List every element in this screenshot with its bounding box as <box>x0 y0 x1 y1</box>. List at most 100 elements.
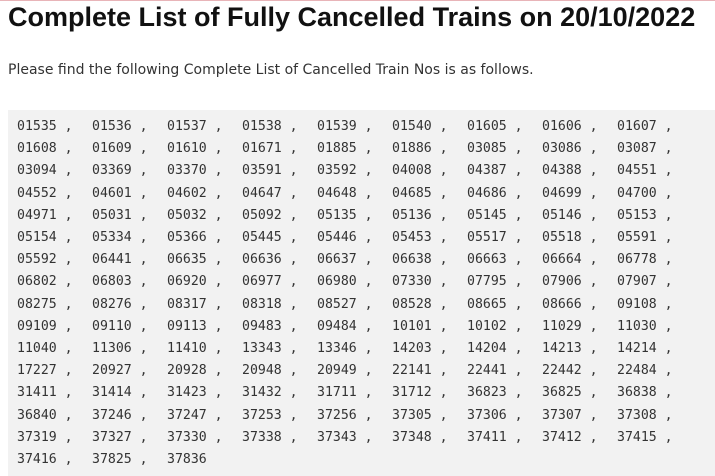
separator: , <box>289 296 298 312</box>
train-number: 01537 <box>167 119 207 134</box>
train-number: 13346 <box>317 341 357 357</box>
separator: , <box>139 230 148 246</box>
train-item: 01885 , <box>317 138 392 160</box>
separator: , <box>589 341 598 357</box>
train-number: 37836 <box>167 452 207 468</box>
train-item: 04686 , <box>467 183 542 205</box>
train-item: 37256 , <box>317 405 392 427</box>
separator: , <box>439 407 448 423</box>
train-item: 37330 , <box>167 427 242 449</box>
separator: , <box>514 407 523 423</box>
separator: , <box>439 141 448 157</box>
train-number: 06441 <box>92 252 132 268</box>
train-item: 05145 , <box>467 205 542 227</box>
train-number: 05518 <box>542 230 582 246</box>
train-number: 01605 <box>467 119 507 134</box>
train-number: 06635 <box>167 252 207 268</box>
train-number: 04699 <box>542 185 582 201</box>
train-list: 01535 , 01536 , 01537 , 01538 , 01539 , 01540… <box>8 110 715 476</box>
train-item: 01608 , <box>17 138 92 160</box>
separator: , <box>664 252 673 268</box>
separator: , <box>439 341 448 357</box>
train-number: 05154 <box>17 230 57 246</box>
separator: , <box>139 163 148 179</box>
separator: , <box>514 429 523 445</box>
train-item: 06778 , <box>617 249 692 271</box>
train-number: 37338 <box>242 429 282 445</box>
train-item: 05517 , <box>467 227 542 249</box>
train-number: 20928 <box>167 363 207 379</box>
separator: , <box>439 230 448 246</box>
train-number: 03592 <box>317 163 357 179</box>
train-item: 05446 , <box>317 227 392 249</box>
separator: , <box>439 429 448 445</box>
train-item: 01606 , <box>542 116 617 138</box>
train-item: 06920 , <box>167 271 242 293</box>
train-item: 05366 , <box>167 227 242 249</box>
train-number: 04551 <box>617 163 657 179</box>
separator: , <box>64 296 73 312</box>
train-item: 37825 , <box>92 449 167 471</box>
separator: , <box>664 296 673 312</box>
train-number: 31414 <box>92 385 132 401</box>
train-item: 20949 , <box>317 360 392 382</box>
train-number: 14214 <box>617 341 657 357</box>
train-item: 22441 , <box>467 360 542 382</box>
separator: , <box>514 141 523 157</box>
train-number: 14203 <box>392 341 432 357</box>
separator: , <box>139 452 148 468</box>
train-item: 04601 , <box>92 183 167 205</box>
train-number: 37327 <box>92 429 132 445</box>
train-item: 04647 , <box>242 183 317 205</box>
train-item: 01539 , <box>317 116 392 138</box>
train-number: 05153 <box>617 207 657 223</box>
separator: , <box>664 185 673 201</box>
train-item: 04700 , <box>617 183 692 205</box>
train-number: 06638 <box>392 252 432 268</box>
train-number: 10101 <box>392 318 432 334</box>
train-item: 09483 , <box>242 316 317 338</box>
separator: , <box>664 207 673 223</box>
train-number: 07906 <box>542 274 582 290</box>
separator: , <box>589 119 598 134</box>
train-number: 22441 <box>467 363 507 379</box>
separator: , <box>439 318 448 334</box>
separator: , <box>664 163 673 179</box>
separator: , <box>214 252 223 268</box>
separator: , <box>289 252 298 268</box>
train-item: 22484 , <box>617 360 692 382</box>
separator: , <box>214 429 223 445</box>
train-number: 05445 <box>242 230 282 246</box>
separator: , <box>64 252 73 268</box>
train-number: 06977 <box>242 274 282 290</box>
train-number: 20927 <box>92 363 132 379</box>
intro-text: Please find the following Complete List … <box>8 62 534 78</box>
separator: , <box>589 407 598 423</box>
separator: , <box>439 385 448 401</box>
train-number: 06920 <box>167 274 207 290</box>
separator: , <box>364 252 373 268</box>
train-number: 01607 <box>617 119 657 134</box>
separator: , <box>664 363 673 379</box>
separator: , <box>214 141 223 157</box>
separator: , <box>664 341 673 357</box>
separator: , <box>289 141 298 157</box>
train-number: 22484 <box>617 363 657 379</box>
separator: , <box>214 385 223 401</box>
train-item: 20928 , <box>167 360 242 382</box>
train-number: 05136 <box>392 207 432 223</box>
separator: , <box>289 407 298 423</box>
train-number: 04008 <box>392 163 432 179</box>
train-number: 01886 <box>392 141 432 157</box>
train-item: 01536 , <box>92 116 167 138</box>
train-item: 01538 , <box>242 116 317 138</box>
train-number: 03085 <box>467 141 507 157</box>
separator: , <box>64 185 73 201</box>
train-item: 09109 , <box>17 316 92 338</box>
separator: , <box>214 318 223 334</box>
train-item: 31711 , <box>317 382 392 404</box>
train-number: 05517 <box>467 230 507 246</box>
train-number: 01671 <box>242 141 282 157</box>
train-number: 37306 <box>467 407 507 423</box>
